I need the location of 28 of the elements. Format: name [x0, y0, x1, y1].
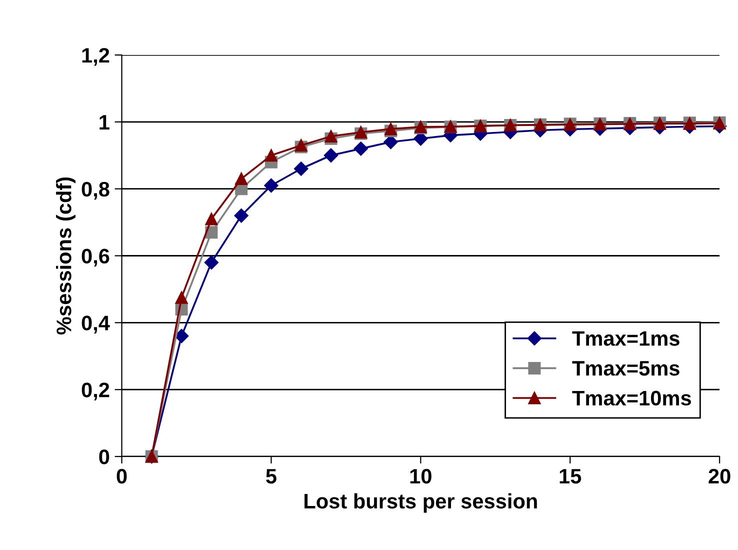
point — [204, 255, 219, 270]
x-tick-label: 0 — [116, 468, 127, 484]
legend-label: Tmax=1ms — [572, 331, 680, 346]
x-tick-label: 5 — [266, 469, 276, 484]
point — [175, 291, 188, 304]
y-tick-label: 0,6 — [82, 248, 110, 267]
y-tick-label: 0,2 — [82, 382, 110, 400]
legend-label: Tmax=10ms — [572, 390, 691, 406]
x-tick-label: 10 — [410, 468, 432, 484]
y-tick-label: 1 — [100, 115, 110, 130]
y-tick-label: 0,8 — [82, 182, 110, 200]
point — [264, 178, 278, 193]
legend-label: Tmax=5ms — [572, 361, 680, 376]
point — [354, 142, 368, 156]
point — [294, 162, 308, 176]
point — [324, 148, 338, 162]
point — [205, 212, 218, 226]
point — [264, 149, 278, 162]
point — [235, 172, 248, 186]
y-tick-label: 0,4 — [82, 316, 110, 334]
x-tick-label: 20 — [708, 468, 730, 484]
y-tick-label: 1,2 — [82, 48, 110, 66]
y-axis-title: %sessions (cdf) — [56, 177, 76, 335]
y-tick-label: 0 — [99, 450, 110, 464]
x-tick-label: 15 — [560, 469, 582, 484]
point — [234, 208, 248, 223]
x-axis-title: Lost bursts per session — [304, 493, 537, 513]
point — [174, 328, 189, 344]
